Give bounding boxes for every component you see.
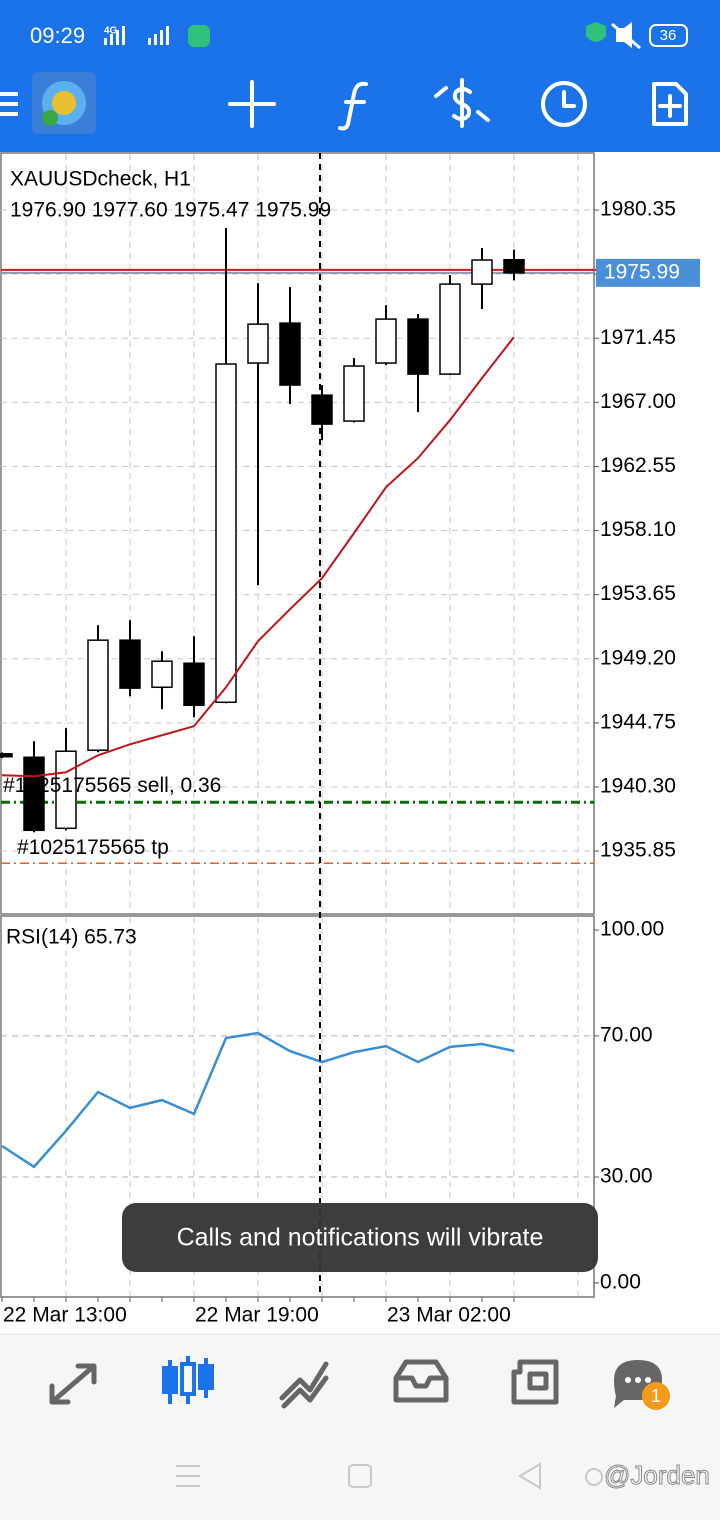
y-tick-label: 0.00 — [600, 1270, 641, 1293]
candle-body — [279, 322, 301, 386]
y-tick-label: 1958.10 — [600, 518, 676, 541]
chart-tab[interactable] — [162, 1356, 214, 1404]
order-label: #1025175565 sell, 0.36 — [3, 774, 221, 797]
y-tick-label: 1949.20 — [600, 646, 676, 669]
plot — [0, 228, 618, 1169]
candle-body — [0, 753, 13, 758]
y-tick-label: 1967.00 — [600, 390, 676, 413]
candle-body — [471, 259, 493, 285]
y-tick-label: 1935.85 — [600, 839, 676, 862]
status-network: 4G — [104, 26, 118, 37]
bid-tag — [596, 258, 700, 287]
y-tick-label: 1944.75 — [600, 710, 676, 733]
history-tab[interactable] — [393, 1359, 449, 1403]
candle-body — [215, 363, 237, 704]
app-logo[interactable] — [32, 72, 96, 134]
menu-button[interactable] — [0, 92, 18, 116]
status-time: 09:29 — [30, 23, 85, 48]
trade-button[interactable] — [434, 78, 490, 128]
candle-body — [343, 365, 365, 422]
x-tick-label: 22 Mar 19:00 — [195, 1304, 319, 1327]
candle-body — [503, 258, 525, 274]
system-nav — [176, 1462, 603, 1490]
y-tick-label: 1940.30 — [600, 774, 676, 797]
rsi-line — [1, 1031, 515, 1169]
candle-body — [87, 639, 109, 751]
candle-body — [375, 318, 397, 364]
order-label: #1025175565 tp — [17, 836, 169, 859]
y-tick-label: 30.00 — [600, 1165, 653, 1188]
ohlc-text: 1976.90 1977.60 1975.47 1975.99 — [10, 199, 331, 222]
candle-body — [439, 283, 461, 375]
candle-body — [183, 662, 205, 707]
chat-badge: 1 — [651, 1386, 661, 1406]
candle-body — [311, 394, 333, 425]
y-tick-label: 1962.55 — [600, 454, 676, 477]
bottom-nav — [0, 1334, 720, 1520]
status-right-icons — [586, 22, 688, 50]
x-tick-label: 22 Mar 13:00 — [3, 1304, 127, 1327]
status-battery: 36 — [660, 27, 677, 44]
candle-body — [151, 660, 173, 689]
x-tick-label: 23 Mar 02:00 — [387, 1304, 511, 1327]
chat-tab[interactable] — [614, 1360, 670, 1410]
y-tick-label: 70.00 — [600, 1023, 653, 1046]
trade-tab[interactable] — [279, 1361, 329, 1409]
rsi-title: RSI(14) 65.73 — [6, 926, 137, 949]
bid-tag-text: 1975.99 — [604, 260, 680, 283]
indicators-button[interactable] — [338, 81, 368, 131]
toast — [122, 1203, 598, 1272]
signal-icons — [104, 25, 210, 47]
new-order-button[interactable] — [652, 82, 688, 126]
toast-text: Calls and notifications will vibrate — [177, 1224, 544, 1252]
moving-average — [1, 336, 515, 778]
watermark: @Jorden — [604, 1460, 710, 1490]
y-tick-label: 100.00 — [600, 918, 664, 941]
news-tab[interactable] — [511, 1359, 559, 1405]
y-tick-label: 1971.45 — [600, 326, 676, 349]
candle-body — [407, 318, 429, 375]
chart-title: XAUUSDcheck, H1 — [10, 168, 191, 191]
candle-body — [247, 323, 269, 364]
crosshair-button[interactable] — [228, 80, 276, 128]
y-tick-label: 1953.65 — [600, 582, 676, 605]
app-bar — [0, 0, 720, 152]
period-button[interactable] — [541, 81, 587, 127]
y-tick-label: 1980.35 — [600, 198, 676, 221]
price-pane — [0, 152, 595, 915]
candle-body — [119, 639, 141, 689]
quotes-tab[interactable] — [49, 1363, 97, 1405]
